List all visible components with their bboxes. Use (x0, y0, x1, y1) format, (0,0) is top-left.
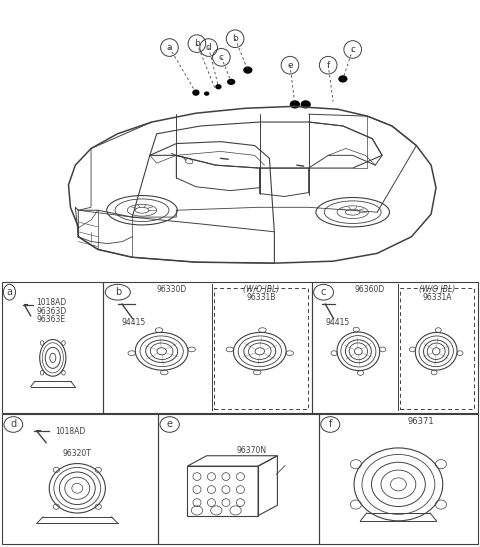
Text: f: f (326, 61, 330, 69)
Text: 96331A: 96331A (422, 293, 452, 302)
Text: 94415: 94415 (122, 318, 146, 327)
Ellipse shape (228, 79, 235, 84)
Text: d: d (10, 420, 16, 429)
Text: a: a (6, 287, 12, 297)
Text: e: e (287, 61, 293, 69)
Text: e: e (167, 420, 173, 429)
Text: c: c (219, 53, 224, 62)
Text: 1018AD: 1018AD (55, 427, 86, 435)
Text: 1018AD: 1018AD (36, 298, 67, 307)
Text: b: b (232, 34, 238, 43)
Text: (W/O JBL): (W/O JBL) (419, 285, 455, 294)
Ellipse shape (244, 67, 252, 73)
Ellipse shape (301, 101, 310, 108)
Text: 96363D: 96363D (36, 307, 67, 316)
Text: 96360D: 96360D (355, 285, 385, 294)
Text: b: b (115, 287, 121, 297)
Text: 96330D: 96330D (157, 285, 187, 294)
Text: 96320T: 96320T (63, 449, 92, 458)
Text: (W/O JBL): (W/O JBL) (243, 285, 279, 294)
Text: 96331B: 96331B (246, 293, 276, 302)
Text: f: f (329, 420, 332, 429)
Ellipse shape (216, 85, 221, 89)
Text: a: a (167, 43, 172, 52)
Text: 96370N: 96370N (237, 446, 267, 455)
Ellipse shape (290, 101, 300, 108)
Ellipse shape (204, 92, 209, 95)
Text: 96371: 96371 (407, 417, 434, 427)
Text: c: c (350, 45, 355, 54)
Text: b: b (194, 39, 200, 48)
Ellipse shape (193, 90, 199, 95)
Text: d: d (206, 43, 212, 52)
Text: c: c (321, 287, 326, 297)
Text: 96363E: 96363E (36, 315, 66, 324)
Ellipse shape (339, 76, 347, 82)
Text: 94415: 94415 (325, 318, 349, 327)
Bar (187, 466, 258, 516)
